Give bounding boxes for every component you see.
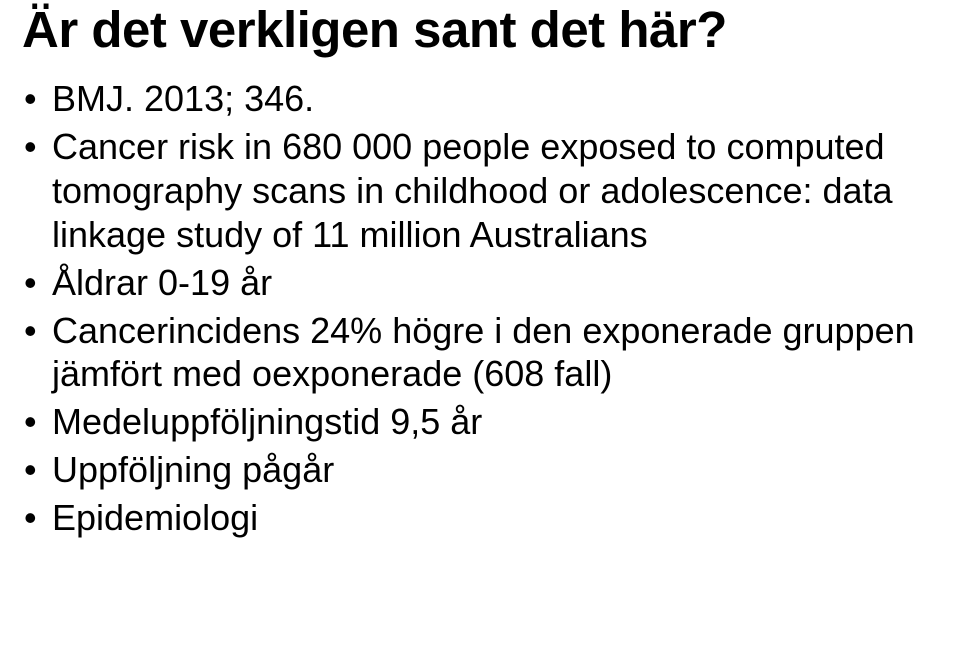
list-item: Epidemiologi — [22, 496, 938, 540]
list-item: Cancerincidens 24% högre i den exponerad… — [22, 309, 938, 397]
slide: Är det verkligen sant det här? BMJ. 2013… — [0, 0, 960, 564]
slide-title: Är det verkligen sant det här? — [22, 0, 938, 59]
list-item: Åldrar 0-19 år — [22, 261, 938, 305]
bullet-list: BMJ. 2013; 346. Cancer risk in 680 000 p… — [22, 77, 938, 540]
list-item: Medeluppföljningstid 9,5 år — [22, 400, 938, 444]
list-item: Uppföljning pågår — [22, 448, 938, 492]
list-item: BMJ. 2013; 346. — [22, 77, 938, 121]
list-item: Cancer risk in 680 000 people exposed to… — [22, 125, 938, 257]
